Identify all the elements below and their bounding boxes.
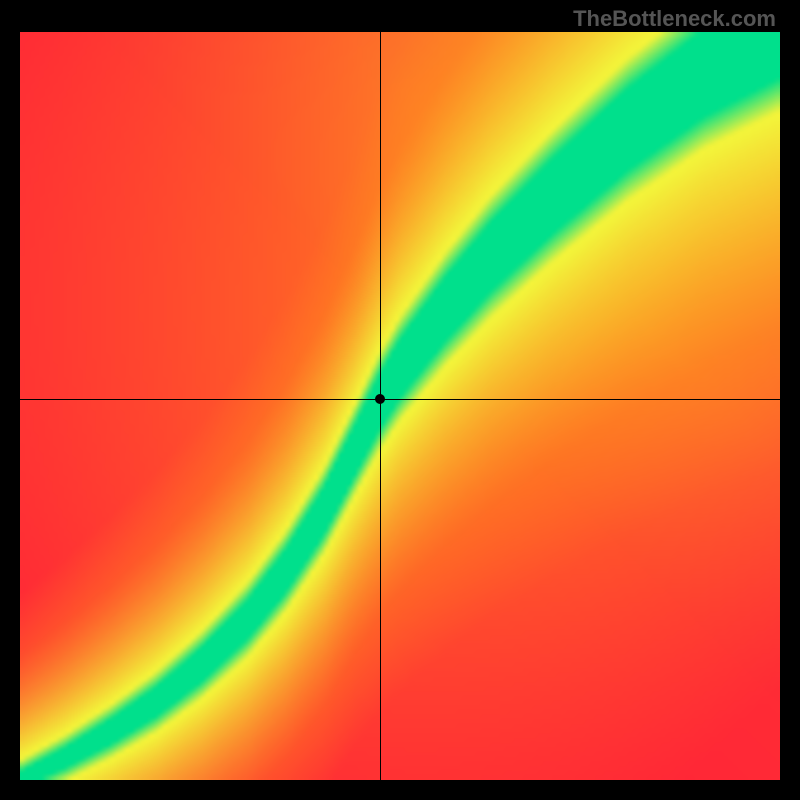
heatmap-plot [20, 32, 780, 780]
heatmap-canvas [20, 32, 780, 780]
watermark-text: TheBottleneck.com [573, 6, 776, 32]
crosshair-horizontal [20, 399, 780, 400]
crosshair-marker [375, 394, 385, 404]
crosshair-vertical [380, 32, 381, 780]
